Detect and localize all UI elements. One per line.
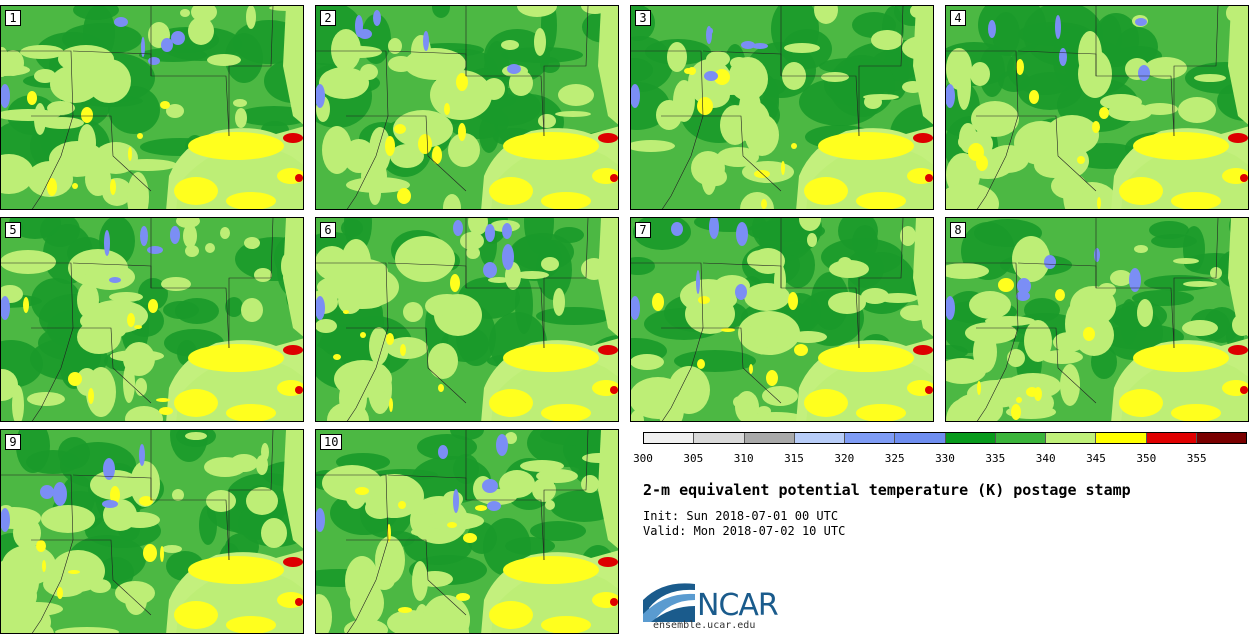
theta-e-map	[316, 430, 618, 633]
member-number-label: 3	[635, 10, 651, 26]
color-legend-swatch	[694, 433, 745, 443]
color-legend-swatch	[1196, 433, 1246, 443]
color-legend-swatch	[845, 433, 896, 443]
color-legend-tick-label: 305	[683, 452, 704, 465]
member-number-label: 9	[5, 434, 21, 450]
ensemble-member-panel: 4	[945, 5, 1249, 210]
ncar-logo-text: NCAR	[697, 588, 779, 623]
chart-title: 2-m equivalent potential temperature (K)…	[643, 481, 1131, 499]
theta-e-map	[316, 218, 618, 421]
theta-e-map	[1, 218, 303, 421]
ensemble-member-panel: 3	[630, 5, 934, 210]
color-legend-tick-label: 325	[884, 452, 905, 465]
member-number-label: 10	[320, 434, 343, 450]
color-legend-tick-label: 350	[1136, 452, 1157, 465]
color-legend-bar	[643, 432, 1247, 444]
member-number-label: 7	[635, 222, 651, 238]
member-number-label: 5	[5, 222, 21, 238]
theta-e-map	[631, 6, 933, 209]
ensemble-member-panel: 6	[315, 217, 619, 422]
color-legend-tick-label: 355	[1186, 452, 1207, 465]
color-legend-tick-label: 320	[834, 452, 855, 465]
color-legend-tick-label: 300	[633, 452, 653, 465]
ensemble-member-panel: 10	[315, 429, 619, 634]
member-number-label: 1	[5, 10, 21, 26]
theta-e-map	[946, 218, 1248, 421]
color-legend-swatch	[1096, 433, 1147, 443]
color-legend-swatch	[744, 433, 795, 443]
member-number-label: 8	[950, 222, 966, 238]
color-legend-tick-label: 335	[985, 452, 1006, 465]
color-legend-swatch	[995, 433, 1046, 443]
ensemble-member-panel: 7	[630, 217, 934, 422]
theta-e-map	[1, 430, 303, 633]
color-legend-tick-label: 340	[1035, 452, 1056, 465]
ensemble-member-panel: 1	[0, 5, 304, 210]
color-legend-swatch	[1146, 433, 1197, 443]
color-legend-swatch	[895, 433, 946, 443]
member-number-label: 6	[320, 222, 336, 238]
color-legend-swatch	[794, 433, 845, 443]
member-number-label: 4	[950, 10, 966, 26]
site-url: ensemble.ucar.edu	[653, 620, 756, 631]
color-legend-tick-label: 315	[784, 452, 804, 465]
theta-e-map	[1, 6, 303, 209]
init-time: Init: Sun 2018-07-01 00 UTC	[643, 509, 839, 523]
ensemble-member-panel: 2	[315, 5, 619, 210]
color-legend-tick-label: 330	[935, 452, 955, 465]
ensemble-member-panel: 5	[0, 217, 304, 422]
valid-time: Valid: Mon 2018-07-02 10 UTC	[643, 524, 846, 538]
color-legend-swatch	[644, 433, 695, 443]
ensemble-member-panel: 9	[0, 429, 304, 634]
ensemble-member-panel: 8	[945, 217, 1249, 422]
color-legend-tick-label: 310	[733, 452, 754, 465]
theta-e-map	[946, 6, 1248, 209]
theta-e-map	[631, 218, 933, 421]
ncar-logo-icon	[643, 583, 695, 622]
theta-e-map	[316, 6, 618, 209]
color-legend-tick-label: 345	[1086, 452, 1106, 465]
color-legend-swatch	[1046, 433, 1097, 443]
color-legend-swatch	[945, 433, 996, 443]
member-number-label: 2	[320, 10, 336, 26]
